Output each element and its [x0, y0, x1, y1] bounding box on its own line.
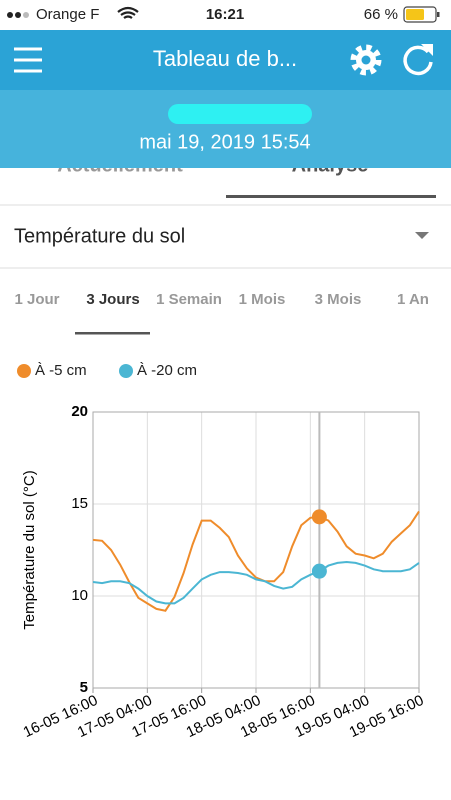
carrier: Orange F [36, 6, 99, 23]
status-bar [0, 0, 451, 30]
cursor-point [311, 563, 327, 579]
banner-date: mai 19, 2019 15:54 [139, 131, 310, 153]
y-tick-label: 10 [71, 587, 88, 604]
clock: 16:21 [206, 6, 244, 23]
battery-icon [403, 6, 440, 23]
legend-swatch [17, 364, 31, 378]
period-indicator [75, 332, 150, 335]
menu-button[interactable] [14, 47, 42, 73]
legend-swatch [119, 364, 133, 378]
signal-icon [7, 12, 29, 18]
dropdown-arrow[interactable] [415, 232, 429, 239]
period-tab[interactable]: 1 An [397, 291, 429, 308]
cursor-point [311, 509, 327, 525]
banner [0, 90, 451, 168]
period-tab[interactable]: 1 Jour [14, 291, 59, 308]
period-tab[interactable]: 3 Mois [315, 291, 362, 308]
legend-label: À -5 cm [35, 362, 87, 379]
y-tick-label: 15 [71, 495, 88, 512]
y-axis-label: Température du sol (°C) [21, 470, 38, 629]
header-title: Tableau de b... [153, 46, 297, 71]
wifi-icon [117, 6, 139, 19]
y-tick-label: 5 [80, 679, 88, 696]
dropdown-label[interactable]: Température du sol [14, 225, 185, 247]
battery-level: 66 % [364, 6, 398, 23]
period-tab[interactable]: 1 Mois [239, 291, 286, 308]
refresh-button[interactable] [403, 44, 433, 76]
legend-label: À -20 cm [137, 362, 197, 379]
settings-button[interactable] [350, 44, 382, 76]
redaction [168, 104, 312, 124]
series-line [92, 510, 420, 612]
plot-frame [92, 411, 420, 689]
period-tab[interactable]: 1 Semain [156, 291, 222, 308]
period-tab[interactable]: 3 Jours [86, 291, 139, 308]
tab-indicator [226, 195, 436, 198]
y-tick-label: 20 [71, 403, 88, 420]
series-line [92, 560, 420, 605]
